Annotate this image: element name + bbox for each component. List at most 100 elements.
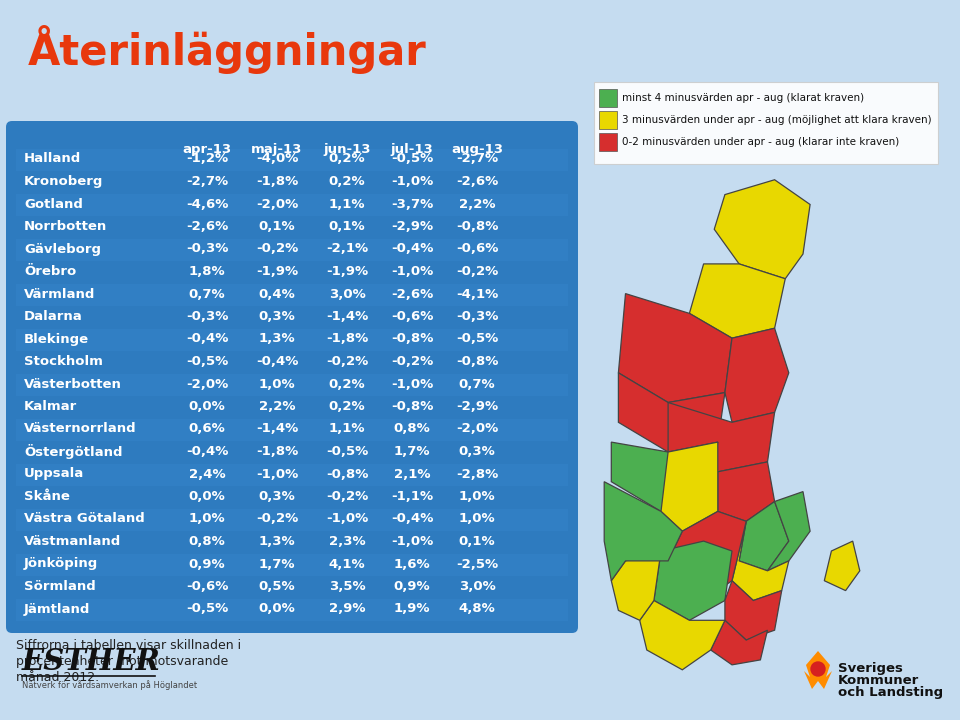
Text: Kalmar: Kalmar [24,400,77,413]
Polygon shape [604,482,683,581]
Text: -0,4%: -0,4% [391,243,433,256]
Polygon shape [732,521,789,600]
Text: jun-13: jun-13 [324,143,371,156]
Text: jul-13: jul-13 [391,143,433,156]
Text: Gävleborg: Gävleborg [24,243,101,256]
Text: -2,0%: -2,0% [456,423,498,436]
FancyBboxPatch shape [16,239,568,261]
Text: 0,3%: 0,3% [258,310,296,323]
Text: 3,5%: 3,5% [328,580,366,593]
Text: -2,6%: -2,6% [456,175,498,188]
Polygon shape [654,541,732,621]
Text: 1,0%: 1,0% [459,513,495,526]
Text: -4,6%: -4,6% [186,197,228,210]
Text: 2,4%: 2,4% [189,467,226,480]
Text: Västmanland: Västmanland [24,535,121,548]
Text: 1,6%: 1,6% [394,557,430,570]
Text: -0,5%: -0,5% [325,445,368,458]
Text: -0,8%: -0,8% [391,333,433,346]
Polygon shape [639,600,725,670]
Text: 0,2%: 0,2% [328,153,366,166]
Text: -1,0%: -1,0% [391,535,433,548]
Text: -1,4%: -1,4% [325,310,368,323]
Text: -2,8%: -2,8% [456,467,498,480]
Text: -0,6%: -0,6% [391,310,433,323]
Text: -1,1%: -1,1% [391,490,433,503]
Text: 3,0%: 3,0% [459,580,495,593]
Text: Siffrorna i tabellen visar skillnaden i: Siffrorna i tabellen visar skillnaden i [16,639,241,652]
Text: -0,3%: -0,3% [186,243,228,256]
Text: -0,5%: -0,5% [391,153,433,166]
Text: Skåne: Skåne [24,490,70,503]
Text: 0,3%: 0,3% [258,490,296,503]
Text: -1,0%: -1,0% [391,175,433,188]
Text: 1,3%: 1,3% [258,535,296,548]
Text: apr-13: apr-13 [182,143,231,156]
Text: Uppsala: Uppsala [24,467,84,480]
Text: 0,9%: 0,9% [189,557,226,570]
Text: Sörmland: Sörmland [24,580,96,593]
Text: 2,2%: 2,2% [459,197,495,210]
Text: -0,4%: -0,4% [186,445,228,458]
Text: 1,0%: 1,0% [258,377,296,390]
Text: -2,6%: -2,6% [391,287,433,300]
Text: 4,8%: 4,8% [459,603,495,616]
FancyBboxPatch shape [16,284,568,306]
Text: Värmland: Värmland [24,287,95,300]
Text: -2,6%: -2,6% [186,220,228,233]
Text: 0,0%: 0,0% [188,490,226,503]
FancyBboxPatch shape [599,111,617,129]
Text: -2,7%: -2,7% [186,175,228,188]
Text: -1,9%: -1,9% [256,265,298,278]
Text: Västernorrland: Västernorrland [24,423,136,436]
FancyBboxPatch shape [599,89,617,107]
Text: -1,0%: -1,0% [391,377,433,390]
Polygon shape [689,264,785,338]
Text: Östergötland: Östergötland [24,444,123,459]
Text: -2,1%: -2,1% [326,243,368,256]
Text: 1,0%: 1,0% [189,513,226,526]
Text: -1,2%: -1,2% [186,153,228,166]
Text: -0,4%: -0,4% [255,355,299,368]
Text: Kommuner: Kommuner [838,674,920,687]
Text: -0,3%: -0,3% [186,310,228,323]
Text: 0,3%: 0,3% [459,445,495,458]
Polygon shape [804,651,832,689]
Text: 1,8%: 1,8% [189,265,226,278]
Text: -0,5%: -0,5% [456,333,498,346]
FancyBboxPatch shape [16,509,568,531]
Text: 1,7%: 1,7% [259,557,296,570]
Polygon shape [612,551,661,621]
Text: 0,4%: 0,4% [258,287,296,300]
Text: 1,3%: 1,3% [258,333,296,346]
Text: -2,0%: -2,0% [186,377,228,390]
Text: 1,9%: 1,9% [394,603,430,616]
Polygon shape [725,581,781,640]
Text: 1,1%: 1,1% [328,423,365,436]
Polygon shape [725,328,789,423]
Text: Nätverk för vårdsamverkan på Höglandet: Nätverk för vårdsamverkan på Höglandet [22,680,197,690]
Text: -2,5%: -2,5% [456,557,498,570]
Text: -0,2%: -0,2% [391,355,433,368]
Text: 0,9%: 0,9% [394,580,430,593]
Text: Västerbotten: Västerbotten [24,377,122,390]
Text: -1,0%: -1,0% [325,513,368,526]
Text: -1,8%: -1,8% [325,333,368,346]
Text: -0,8%: -0,8% [391,400,433,413]
Text: procentenheter mot motsvarande: procentenheter mot motsvarande [16,655,228,668]
FancyBboxPatch shape [6,121,578,633]
FancyBboxPatch shape [16,194,568,216]
FancyBboxPatch shape [594,82,938,164]
Text: 0,2%: 0,2% [328,175,366,188]
Text: Örebro: Örebro [24,265,76,278]
Text: -1,9%: -1,9% [326,265,368,278]
Text: 2,2%: 2,2% [259,400,296,413]
Polygon shape [668,402,775,472]
FancyBboxPatch shape [16,599,568,621]
Text: -0,3%: -0,3% [456,310,498,323]
Text: minst 4 minusvärden apr - aug (klarat kraven): minst 4 minusvärden apr - aug (klarat kr… [622,93,864,103]
FancyBboxPatch shape [16,374,568,396]
Text: 2,3%: 2,3% [328,535,366,548]
Text: 0,8%: 0,8% [394,423,430,436]
Text: 0,2%: 0,2% [328,400,366,413]
